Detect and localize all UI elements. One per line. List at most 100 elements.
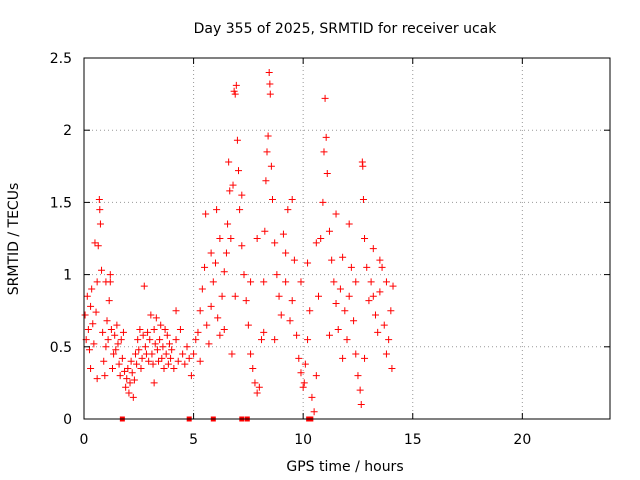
data-point — [317, 235, 325, 242]
data-point — [134, 336, 142, 344]
data-point — [369, 292, 377, 300]
data-point — [90, 340, 98, 348]
data-point — [112, 346, 120, 354]
data-point — [336, 285, 344, 293]
data-point — [163, 331, 171, 339]
data-point — [172, 336, 180, 344]
data-point — [119, 328, 127, 336]
data-point — [293, 331, 301, 339]
data-point — [113, 321, 121, 329]
data-point — [192, 336, 200, 344]
data-point — [253, 389, 261, 397]
data-point — [242, 297, 250, 305]
data-point — [271, 336, 279, 344]
data-point — [129, 393, 137, 401]
data-point — [187, 372, 195, 380]
data-point — [165, 340, 173, 348]
data-point — [225, 158, 233, 166]
data-point — [174, 357, 182, 365]
data-point — [158, 354, 166, 362]
data-point — [352, 278, 360, 286]
data-point — [253, 235, 261, 242]
data-point — [181, 360, 189, 368]
plot-frame — [83, 57, 611, 420]
data-point — [164, 360, 172, 368]
data-point — [91, 239, 99, 247]
data-point — [300, 379, 308, 387]
data-point — [389, 282, 397, 290]
data-point — [365, 297, 373, 305]
data-point — [159, 343, 167, 351]
data-point — [122, 383, 130, 391]
data-point — [284, 206, 292, 214]
data-point — [214, 314, 222, 322]
data-point — [310, 408, 318, 416]
data-point — [345, 220, 353, 228]
data-point — [322, 133, 330, 141]
data-point — [150, 379, 158, 387]
data-point — [378, 263, 386, 271]
data-point — [139, 331, 147, 339]
data-point — [267, 162, 275, 170]
y-tick-label: 2.5 — [50, 51, 72, 67]
data-point — [157, 321, 165, 329]
data-point — [341, 307, 349, 315]
data-point — [354, 372, 362, 380]
data-point — [277, 311, 285, 319]
data-point — [124, 364, 132, 372]
data-point — [356, 386, 364, 394]
data-point — [343, 336, 351, 344]
data-point — [297, 369, 305, 377]
data-point — [125, 389, 133, 397]
data-point — [135, 346, 143, 354]
data-point — [320, 148, 328, 156]
data-point — [216, 331, 224, 339]
data-point — [306, 307, 314, 315]
data-point — [369, 245, 377, 253]
data-point — [325, 227, 333, 235]
data-point — [117, 336, 125, 344]
data-point — [347, 263, 355, 271]
data-point — [260, 278, 268, 286]
data-point — [111, 331, 119, 339]
data-point — [299, 383, 307, 391]
data-point — [238, 191, 246, 199]
data-point — [207, 249, 215, 257]
data-point — [288, 297, 296, 305]
data-point — [273, 271, 281, 279]
data-point — [367, 278, 375, 286]
data-point — [84, 325, 92, 333]
data-point — [152, 314, 160, 322]
data-point — [290, 256, 298, 264]
x-tick-labels: 0 5 10 15 20 — [80, 432, 532, 448]
data-point — [205, 340, 213, 348]
data-point — [230, 87, 238, 95]
data-point — [105, 297, 113, 305]
data-point — [220, 268, 228, 276]
data-point — [107, 325, 115, 333]
data-point — [118, 354, 126, 362]
data-point — [275, 292, 283, 300]
data-point — [258, 336, 266, 344]
data-point — [202, 210, 210, 218]
data-point — [359, 162, 367, 170]
data-point — [83, 292, 91, 300]
data-point — [231, 292, 239, 300]
data-point — [116, 372, 124, 380]
data-point — [288, 196, 296, 204]
data-point — [247, 350, 255, 358]
data-point — [87, 302, 95, 310]
data-point — [121, 367, 129, 375]
data-point — [104, 336, 112, 344]
data-point — [176, 325, 184, 333]
data-point — [106, 271, 114, 279]
data-point — [382, 278, 390, 286]
data-point — [95, 196, 103, 204]
data-point — [227, 235, 235, 242]
data-point — [203, 321, 211, 329]
data-point — [352, 350, 360, 358]
data-point — [388, 364, 396, 372]
data-point — [207, 302, 215, 310]
data-point — [140, 282, 148, 290]
